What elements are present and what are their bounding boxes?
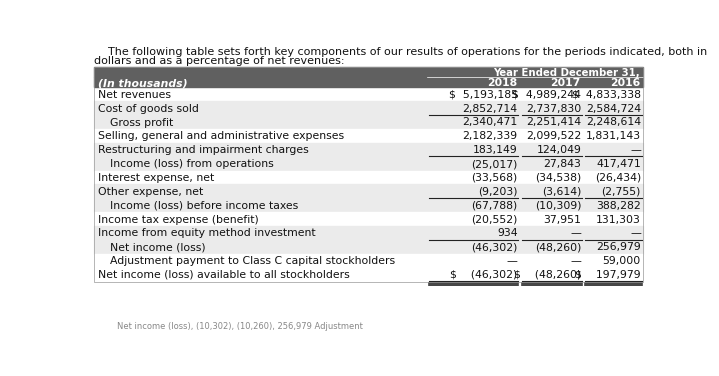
- Text: Net revenues: Net revenues: [98, 90, 170, 100]
- Text: $  4,833,338: $ 4,833,338: [572, 90, 641, 100]
- Bar: [93, 101, 644, 115]
- Text: 2,584,724: 2,584,724: [586, 104, 641, 114]
- Text: (26,434): (26,434): [595, 173, 641, 183]
- Text: (10,309): (10,309): [535, 201, 581, 211]
- Text: 2,852,714: 2,852,714: [462, 104, 518, 114]
- Text: 2016: 2016: [610, 78, 640, 88]
- Text: 2018: 2018: [487, 78, 517, 88]
- Bar: [93, 240, 644, 254]
- Text: 2,251,414: 2,251,414: [526, 117, 581, 127]
- Text: Year Ended December 31,: Year Ended December 31,: [493, 68, 639, 78]
- Bar: [93, 212, 644, 226]
- Text: $  5,193,185: $ 5,193,185: [449, 90, 518, 100]
- Text: 934: 934: [497, 228, 518, 238]
- Text: Income tax expense (benefit): Income tax expense (benefit): [98, 215, 258, 224]
- Text: (67,788): (67,788): [472, 201, 518, 211]
- Text: (3,614): (3,614): [542, 187, 581, 197]
- Text: $  4,989,244: $ 4,989,244: [512, 90, 581, 100]
- Text: 27,843: 27,843: [544, 159, 581, 169]
- Text: (46,302): (46,302): [471, 242, 518, 252]
- Text: The following table sets forth key components of our results of operations for t: The following table sets forth key compo…: [93, 47, 707, 57]
- Text: Other expense, net: Other expense, net: [98, 187, 203, 197]
- Text: Gross profit: Gross profit: [110, 117, 173, 127]
- Text: $    (46,302): $ (46,302): [450, 270, 518, 280]
- Text: —: —: [570, 256, 581, 266]
- Bar: [93, 185, 644, 199]
- Text: Income (loss) from operations: Income (loss) from operations: [110, 159, 274, 169]
- Text: 59,000: 59,000: [603, 256, 641, 266]
- Bar: [93, 268, 644, 282]
- Text: (25,017): (25,017): [471, 159, 518, 169]
- Text: (9,203): (9,203): [478, 187, 518, 197]
- Bar: [93, 129, 644, 143]
- Bar: [93, 115, 644, 129]
- Text: (In thousands): (In thousands): [98, 78, 187, 88]
- Text: (2,755): (2,755): [602, 187, 641, 197]
- Text: Net income (loss): Net income (loss): [110, 242, 206, 252]
- Text: Adjustment payment to Class C capital stockholders: Adjustment payment to Class C capital st…: [110, 256, 395, 266]
- Text: 131,303: 131,303: [596, 215, 641, 224]
- Text: —: —: [507, 256, 518, 266]
- Bar: [93, 226, 644, 240]
- Bar: [93, 157, 644, 171]
- Text: (20,552): (20,552): [471, 215, 518, 224]
- Text: Interest expense, net: Interest expense, net: [98, 173, 214, 183]
- Bar: [93, 88, 644, 101]
- Text: 2017: 2017: [550, 78, 580, 88]
- Text: Cost of goods sold: Cost of goods sold: [98, 104, 198, 114]
- Text: 388,282: 388,282: [596, 201, 641, 211]
- Bar: [93, 254, 644, 268]
- Text: 417,471: 417,471: [596, 159, 641, 169]
- Text: Net income (loss), (10,302), (10,260), 256,979 Adjustment: Net income (loss), (10,302), (10,260), 2…: [117, 322, 363, 331]
- Bar: [93, 67, 644, 282]
- Text: Income (loss) before income taxes: Income (loss) before income taxes: [110, 201, 298, 211]
- Bar: [93, 77, 644, 88]
- Text: 2,340,471: 2,340,471: [462, 117, 518, 127]
- Text: 124,049: 124,049: [536, 145, 581, 155]
- Text: 256,979: 256,979: [596, 242, 641, 252]
- Text: $    197,979: $ 197,979: [575, 270, 641, 280]
- Text: (34,538): (34,538): [535, 173, 581, 183]
- Text: 2,248,614: 2,248,614: [586, 117, 641, 127]
- Text: 2,182,339: 2,182,339: [462, 131, 518, 141]
- Text: Restructuring and impairment charges: Restructuring and impairment charges: [98, 145, 308, 155]
- Text: 183,149: 183,149: [473, 145, 518, 155]
- Text: $    (48,260): $ (48,260): [514, 270, 581, 280]
- Text: 1,831,143: 1,831,143: [586, 131, 641, 141]
- Text: —: —: [630, 228, 641, 238]
- Text: —: —: [570, 228, 581, 238]
- Text: —: —: [630, 145, 641, 155]
- Text: Income from equity method investment: Income from equity method investment: [98, 228, 315, 238]
- Bar: [93, 171, 644, 185]
- Text: (33,568): (33,568): [472, 173, 518, 183]
- Bar: [93, 143, 644, 157]
- Text: (48,260): (48,260): [535, 242, 581, 252]
- Text: Net income (loss) available to all stockholders: Net income (loss) available to all stock…: [98, 270, 349, 280]
- Text: dollars and as a percentage of net revenues:: dollars and as a percentage of net reven…: [93, 56, 344, 66]
- Text: 2,737,830: 2,737,830: [526, 104, 581, 114]
- Bar: [93, 199, 644, 212]
- Text: 37,951: 37,951: [544, 215, 581, 224]
- Bar: [93, 67, 644, 77]
- Text: Selling, general and administrative expenses: Selling, general and administrative expe…: [98, 131, 344, 141]
- Text: 2,099,522: 2,099,522: [526, 131, 581, 141]
